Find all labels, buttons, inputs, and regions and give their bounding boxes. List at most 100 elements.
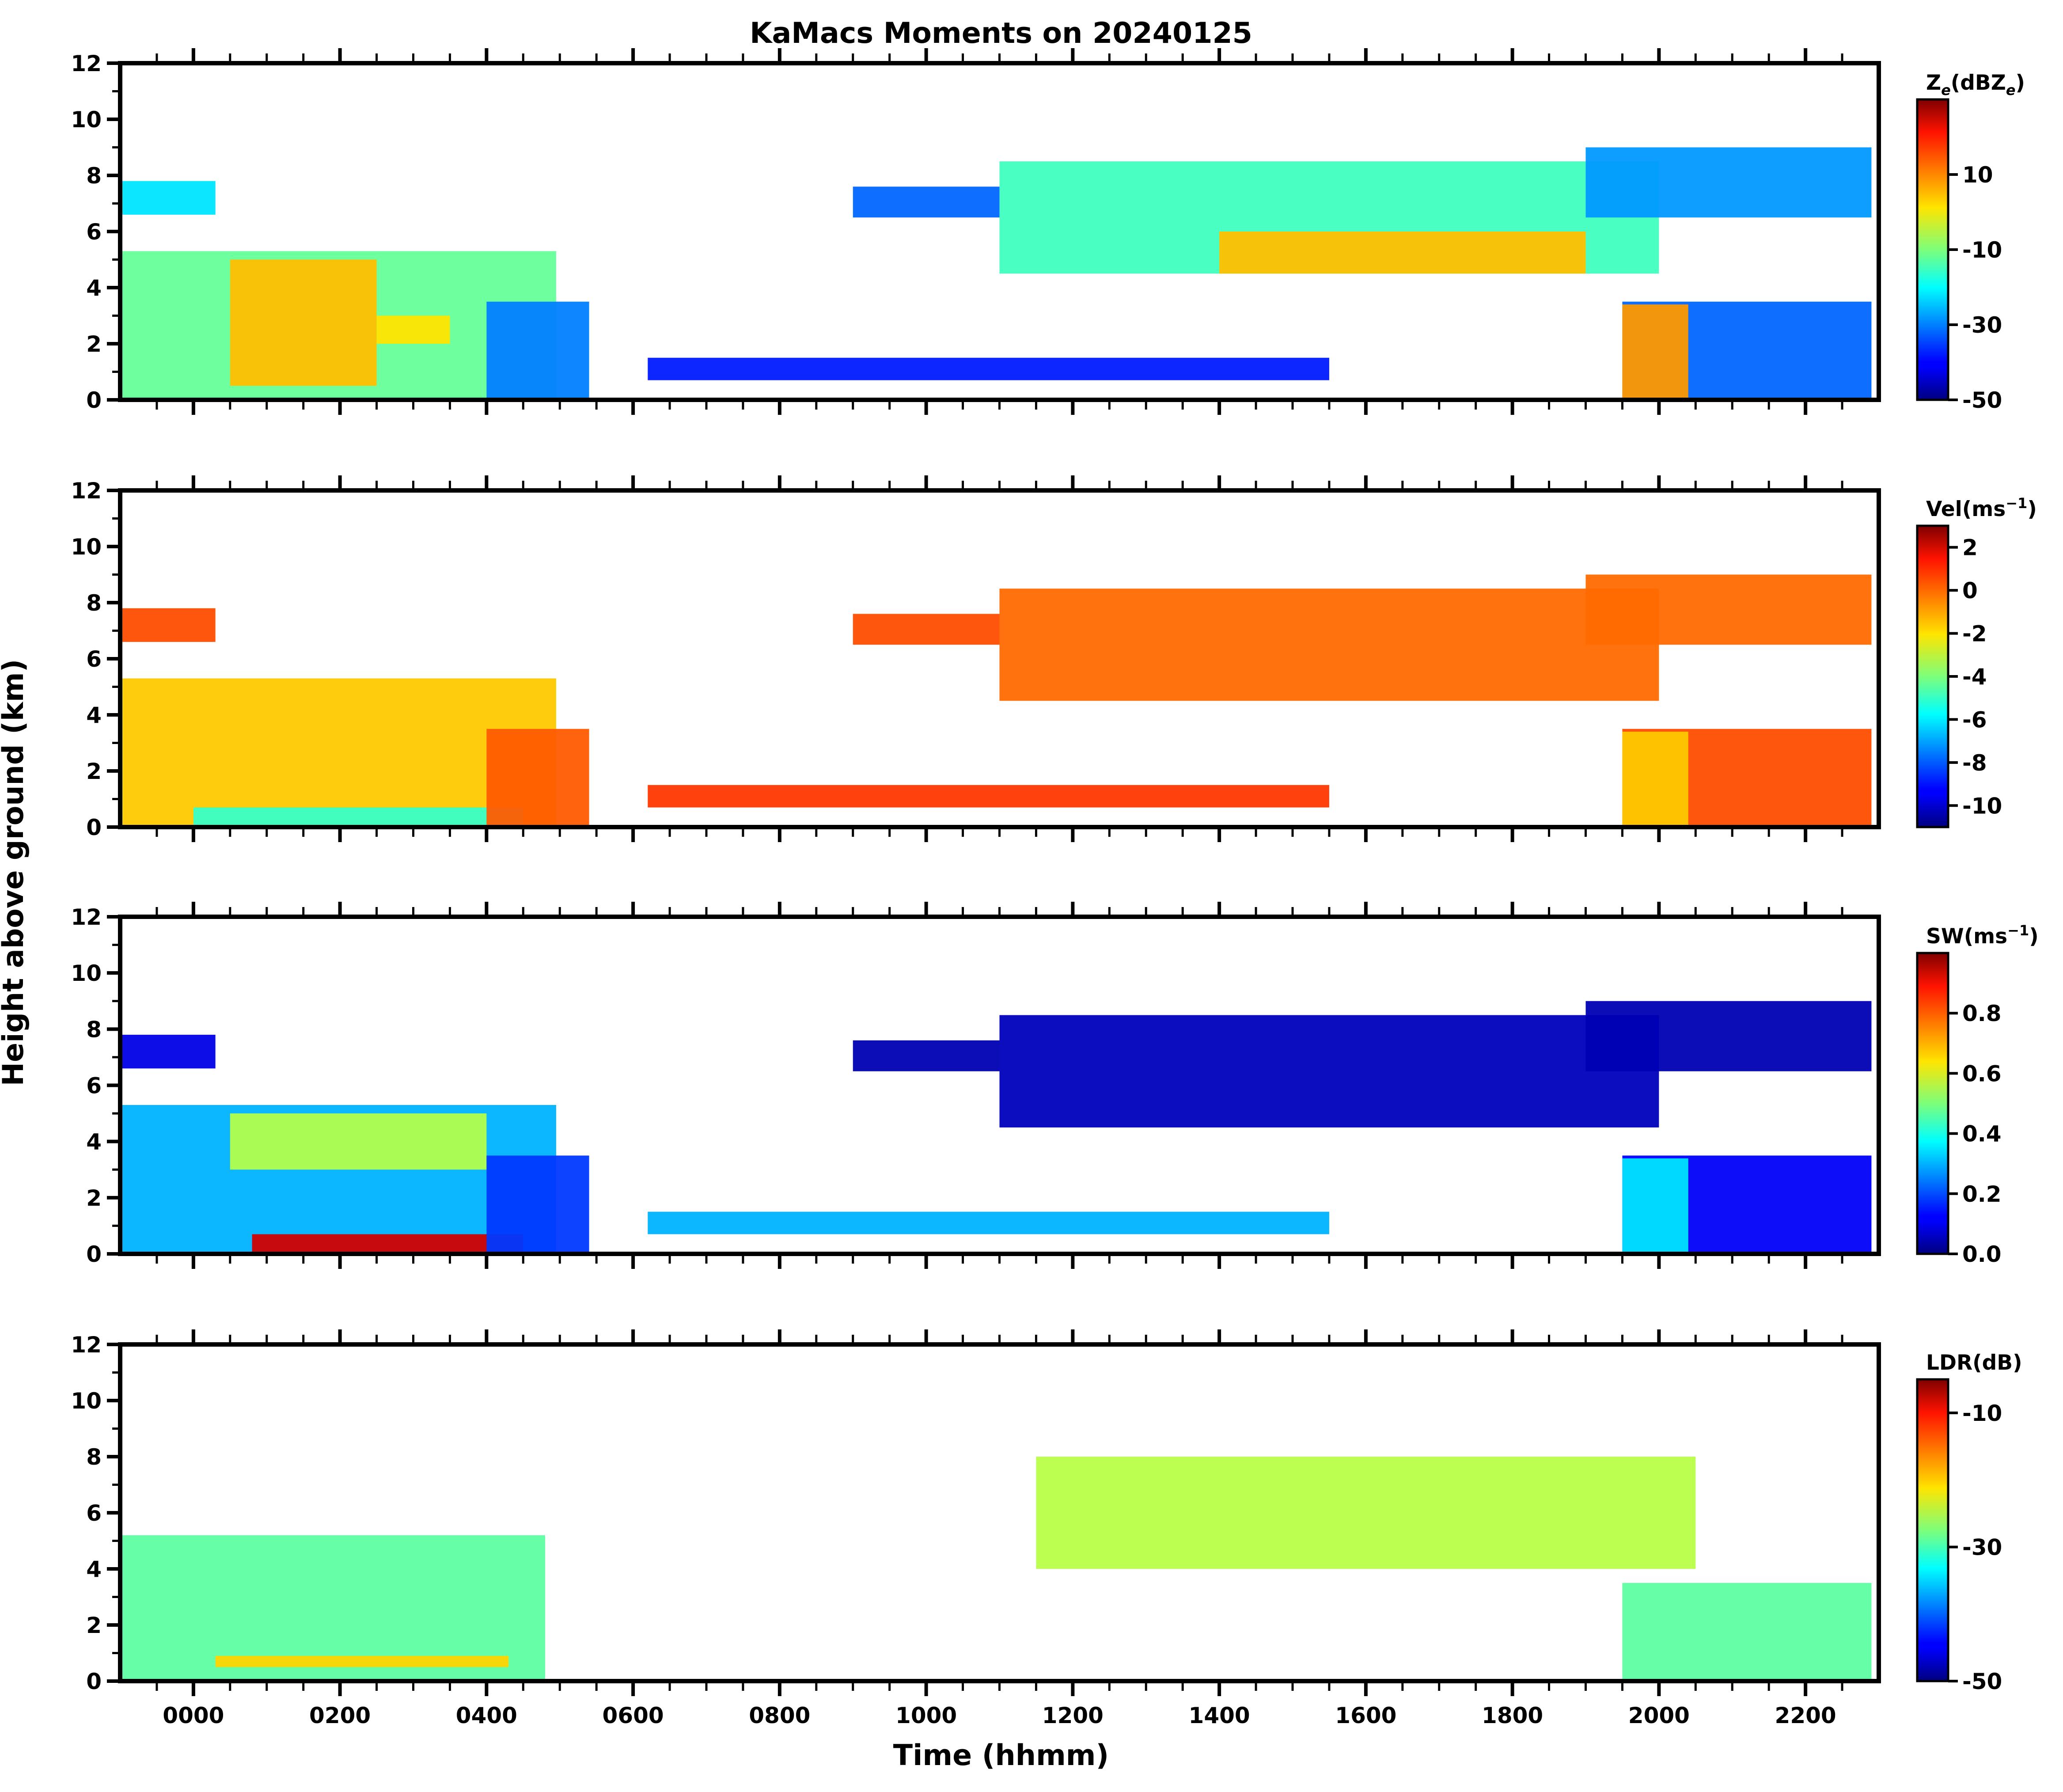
ldr-y-tick-label: 8 (86, 1444, 102, 1470)
sw-y-tick-label: 0 (86, 1241, 102, 1267)
sw-colorbar-tick-label: 0.6 (1962, 1061, 2002, 1086)
cb-title-sub: e (1941, 82, 1951, 99)
sw-colorbar (1917, 953, 1948, 1254)
panel-sw: 0 2 4 6 8 10 12 0.8 0.6 0.4 0.2 0.0 SW(ms−1) (71, 902, 2039, 1269)
sw-echo-region-9 (1622, 1158, 1688, 1254)
cb-title-sup: −1 (2006, 495, 2027, 512)
cb-title-sup: −1 (2007, 922, 2029, 939)
cb-title-mid: (dBZ (1951, 71, 2006, 95)
vel-colorbar-tick-label: -2 (1962, 621, 1987, 647)
sw-colorbar-tick-label: 0.2 (1962, 1181, 2002, 1207)
ze-echo-region-7 (1219, 232, 1586, 274)
vel-y-tick-label: 10 (71, 534, 102, 560)
ze-y-tick-label: 4 (86, 275, 102, 301)
sw-colorbar-tick-label: 0.8 (1962, 1001, 2002, 1026)
vel-echo-region-8 (1622, 732, 1688, 827)
vel-colorbar-tick-label: -6 (1962, 707, 1987, 733)
ze-echo-region-3 (486, 301, 589, 400)
ze-echo-region-8 (1585, 147, 1872, 218)
ldr-colorbar-title: LDR(dB) (1926, 1351, 2022, 1375)
sw-colorbar-frame (1916, 952, 1949, 1255)
ze-y-tick-label: 0 (86, 387, 102, 413)
vel-y-tick-label: 12 (71, 478, 102, 504)
vel-y-tick-label: 2 (86, 759, 102, 784)
vel-y-tick-label: 4 (86, 702, 102, 728)
ze-colorbar-title: Ze(dBZe) (1926, 71, 2025, 99)
ze-colorbar-tick-label: -50 (1962, 387, 2002, 413)
cb-title-end: ) (2029, 924, 2038, 949)
sw-data (120, 1001, 1872, 1254)
ze-colorbar-tick-label: 10 (1962, 162, 1993, 188)
ze-colorbar-tick-label: -10 (1962, 237, 2002, 263)
ldr-y-tick-label: 4 (86, 1557, 102, 1582)
sw-echo-region-5 (853, 1040, 1000, 1071)
ze-colorbar-tick-label: -30 (1962, 312, 2002, 338)
vel-echo-region-3 (120, 608, 216, 642)
vel-echo-region-4 (853, 614, 1000, 645)
x-tick-label: 1000 (895, 1703, 957, 1728)
sw-echo-region-3 (486, 1155, 589, 1254)
vel-colorbar-tick-label: -4 (1962, 664, 1987, 690)
sw-echo-region-10 (648, 1211, 1329, 1234)
sw-y-tick-label: 6 (86, 1073, 102, 1099)
x-tick-label: 0000 (163, 1703, 224, 1728)
x-tick-label: 0400 (456, 1703, 517, 1728)
vel-colorbar (1917, 526, 1948, 827)
figure-title: KaMacs Moments on 20240125 (750, 17, 1252, 50)
ldr-colorbar-tick-label: -10 (1962, 1401, 2002, 1426)
x-tick-label: 1200 (1042, 1703, 1104, 1728)
vel-colorbar-tick-label: -8 (1962, 750, 1987, 776)
ze-echo-region-1 (230, 259, 377, 386)
ldr-y-tick-label: 2 (86, 1613, 102, 1638)
vel-echo-region-1 (193, 807, 523, 827)
ldr-y-tick-label: 6 (86, 1500, 102, 1526)
sw-colorbar-tick-label: 0.0 (1962, 1241, 2002, 1267)
ldr-echo-region-3 (1622, 1583, 1872, 1681)
cb-title-main: Z (1926, 71, 1941, 95)
vel-echo-region-5 (999, 588, 1659, 701)
vel-echo-region-9 (648, 785, 1329, 808)
vel-data (120, 574, 1872, 827)
ze-y-tick-label: 10 (71, 107, 102, 133)
ldr-colorbar-tick-label: -30 (1962, 1534, 2002, 1560)
sw-y-tick-label: 2 (86, 1185, 102, 1211)
vel-echo-region-0 (120, 678, 556, 827)
x-axis-label: Time (hhmm) (893, 1739, 1109, 1772)
ldr-colorbar-tick-label: -50 (1962, 1669, 2002, 1694)
sw-y-tick-label: 10 (71, 961, 102, 986)
vel-colorbar-tick-label: -10 (1962, 793, 2002, 819)
ldr-y-tick-label: 12 (71, 1332, 102, 1358)
panel-vel: 0 2 4 6 8 10 12 2 0 -2 -4 -6 -8 -10 Vel(ms−1) (71, 475, 2037, 842)
vel-echo-region-2 (486, 729, 589, 827)
ze-colorbar (1917, 99, 1948, 400)
vel-y-tick-label: 6 (86, 646, 102, 672)
ldr-colorbar-frame (1916, 1378, 1949, 1682)
sw-echo-region-1 (230, 1113, 487, 1170)
sw-colorbar-tick-label: 0.4 (1962, 1121, 2002, 1147)
vel-colorbar-tick-label: 2 (1962, 535, 1978, 561)
cb-title-main: LDR(dB) (1926, 1351, 2022, 1375)
cb-title-sub2: e (2006, 82, 2016, 99)
ze-echo-region-10 (1622, 304, 1688, 400)
sw-echo-region-6 (999, 1015, 1659, 1128)
vel-colorbar-tick-label: 0 (1962, 578, 1978, 604)
x-tick-label: 1400 (1189, 1703, 1250, 1728)
ze-y-tick-label: 6 (86, 219, 102, 245)
sw-echo-region-4 (120, 1035, 216, 1069)
x-tick-label: 0600 (603, 1703, 664, 1728)
x-tick-label: 0200 (309, 1703, 371, 1728)
cb-title-end: ) (2027, 497, 2036, 521)
cb-title-main: Vel(ms (1926, 497, 2006, 521)
vel-echo-region-6 (1585, 574, 1872, 645)
x-tick-label: 2000 (1628, 1703, 1690, 1728)
ze-y-tick-label: 8 (86, 163, 102, 189)
sw-echo-region-2 (252, 1234, 523, 1254)
vel-colorbar-title: Vel(ms−1) (1926, 495, 2037, 521)
x-tick-label: 1800 (1482, 1703, 1543, 1728)
ldr-colorbar (1917, 1379, 1948, 1681)
panels: 0 2 4 6 8 10 12 10 -10 -30 -50 Ze(dBZe) 0 2 4 6 8 10 12 2 0 -… (71, 48, 2039, 1728)
ze-echo-region-2 (376, 315, 450, 344)
ldr-echo-region-1 (215, 1655, 509, 1667)
sw-y-tick-label: 8 (86, 1017, 102, 1042)
panel-ze: 0 2 4 6 8 10 12 10 -10 -30 -50 Ze(dBZe) (71, 48, 2025, 415)
